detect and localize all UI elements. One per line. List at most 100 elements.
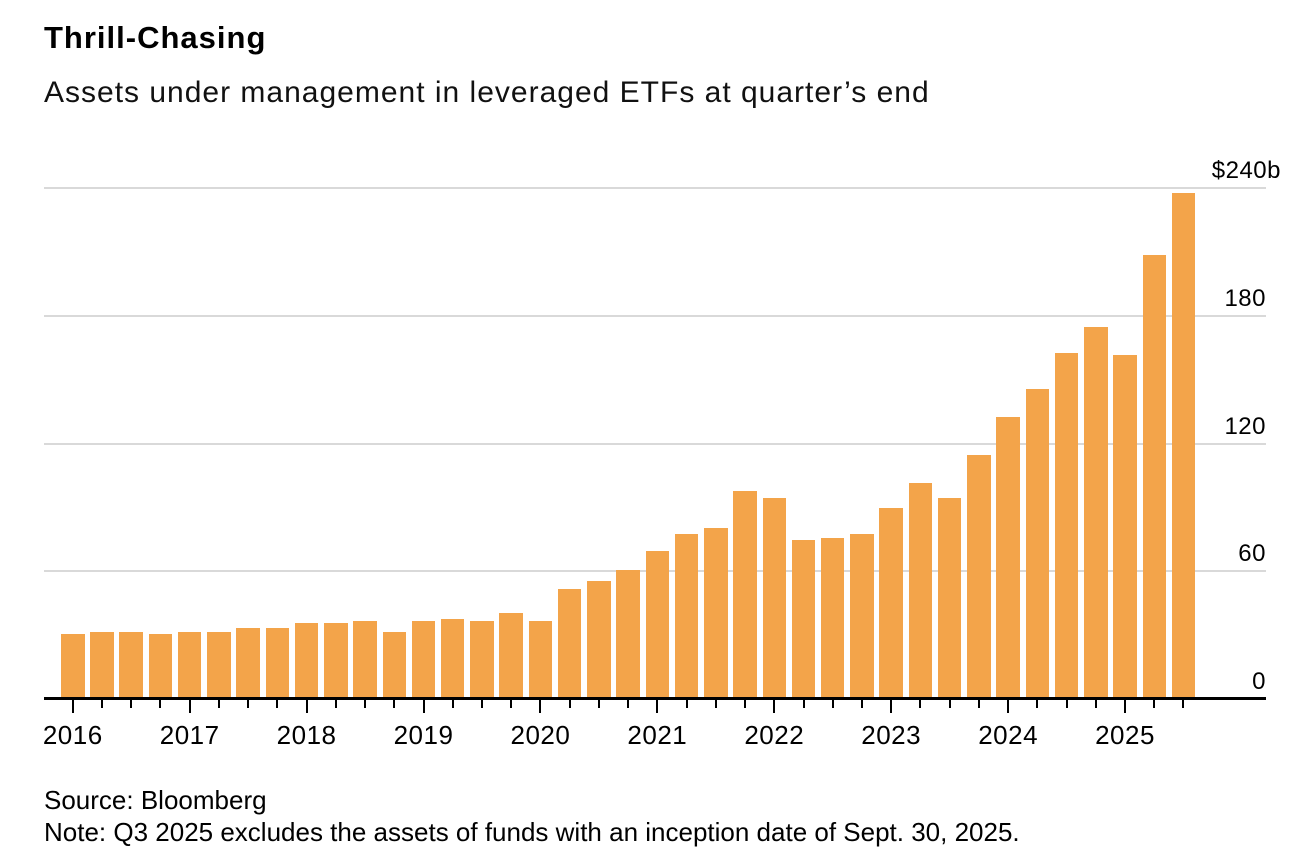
bar-q3-2019 — [470, 621, 494, 700]
bar-q2-2024 — [1025, 389, 1050, 700]
bar-q3-2016 — [119, 631, 143, 700]
bar-q1-2018 — [294, 623, 319, 700]
note-text: Note: Q3 2025 excludes the assets of fun… — [44, 817, 1020, 847]
y-axis-label-0: 0 — [1252, 668, 1266, 695]
x-tick-q4-2016 — [159, 700, 162, 708]
bar-q1-2021 — [645, 550, 670, 700]
x-tick-q3-2022 — [831, 700, 834, 708]
x-tick-q2-2016 — [100, 700, 103, 708]
bar-q1-2025 — [1113, 355, 1137, 700]
bar-q4-2021 — [733, 491, 757, 700]
bar-q3-2024 — [1054, 352, 1079, 700]
bar-q2-2025 — [1142, 255, 1166, 700]
x-tick-q2-2021 — [685, 700, 688, 708]
x-tick-q4-2023 — [977, 700, 980, 708]
x-tick-q4-2017 — [276, 700, 279, 708]
x-axis-label-2019: 2019 — [393, 720, 454, 750]
x-tick-q4-2019 — [510, 700, 513, 708]
bar-q4-2017 — [265, 627, 290, 700]
y-axis-label-120: 120 — [1224, 412, 1266, 440]
x-axis-label-2017: 2017 — [159, 720, 220, 750]
x-tick-q4-2024 — [1094, 700, 1097, 708]
x-tick-q3-2020 — [597, 700, 600, 708]
x-axis-label-2022: 2022 — [744, 720, 805, 750]
y-axis-label-240: $240b — [1211, 157, 1281, 184]
x-tick-q2-2019 — [451, 700, 454, 708]
bar-q3-2020 — [587, 580, 611, 700]
x-axis-line — [44, 697, 1266, 700]
chart-subtitle: Assets under management in leveraged ETF… — [44, 76, 930, 109]
x-tick-q2-2022 — [802, 700, 805, 708]
bar-q3-2017 — [236, 627, 260, 700]
x-axis-label-2023: 2023 — [861, 720, 922, 750]
x-tick-q3-2017 — [247, 700, 250, 708]
y-axis-label-180: 180 — [1224, 284, 1266, 312]
bar-q3-2023 — [937, 497, 962, 700]
bar-q3-2018 — [353, 621, 377, 700]
bar-q1-2019 — [411, 621, 436, 700]
x-axis-label-2021: 2021 — [627, 720, 688, 750]
x-axis-label-2024: 2024 — [978, 720, 1039, 750]
x-tick-q4-2021 — [744, 700, 747, 708]
x-tick-q2-2023 — [919, 700, 922, 708]
source-text: Source: Bloomberg — [44, 785, 267, 815]
x-axis-label-2020: 2020 — [510, 720, 571, 750]
x-axis-label-2018: 2018 — [276, 720, 337, 750]
bar-q2-2017 — [207, 631, 231, 700]
bar-q1-2016 — [61, 633, 85, 700]
x-tick-q1-2021 — [656, 700, 659, 713]
x-axis-label-2016: 2016 — [42, 720, 103, 750]
x-tick-q1-2022 — [773, 700, 776, 713]
x-tick-q2-2020 — [568, 700, 571, 708]
gridline-240 — [44, 187, 1266, 189]
x-tick-q3-2024 — [1065, 700, 1068, 708]
bar-q4-2020 — [616, 570, 640, 700]
x-axis-label-2025: 2025 — [1095, 720, 1155, 750]
x-tick-q1-2017 — [188, 700, 191, 713]
x-tick-q4-2018 — [393, 700, 396, 708]
x-tick-q3-2016 — [130, 700, 133, 708]
x-tick-q1-2016 — [71, 700, 74, 713]
x-tick-q2-2018 — [334, 700, 337, 708]
bar-q4-2024 — [1084, 327, 1108, 700]
x-tick-q1-2024 — [1007, 700, 1010, 713]
bar-q4-2019 — [499, 612, 523, 700]
x-tick-q2-2024 — [1036, 700, 1039, 708]
gridline-180 — [44, 314, 1266, 317]
y-axis-label-60: 60 — [1238, 540, 1266, 568]
x-tick-q3-2021 — [714, 700, 717, 708]
x-tick-q4-2022 — [860, 700, 863, 708]
bar-q1-2020 — [528, 621, 553, 700]
x-tick-q1-2020 — [539, 700, 542, 713]
bar-q2-2020 — [557, 589, 582, 700]
x-tick-q3-2023 — [948, 700, 951, 708]
bar-q1-2024 — [996, 416, 1020, 700]
x-tick-q2-2017 — [217, 700, 220, 708]
bar-q1-2022 — [762, 497, 787, 700]
bar-q4-2018 — [382, 631, 407, 700]
bar-q4-2022 — [850, 533, 874, 700]
bar-q4-2023 — [967, 455, 991, 700]
bar-q3-2025 — [1171, 193, 1196, 700]
bar-q2-2022 — [791, 540, 816, 700]
x-tick-q3-2019 — [480, 700, 483, 708]
x-tick-q1-2019 — [422, 700, 425, 713]
x-tick-q1-2023 — [890, 700, 893, 713]
x-tick-q1-2025 — [1124, 700, 1127, 713]
bar-q1-2023 — [879, 508, 903, 700]
x-tick-q3-2018 — [364, 700, 367, 708]
bar-q3-2021 — [704, 527, 728, 700]
x-tick-q2-2025 — [1153, 700, 1156, 708]
bar-q2-2018 — [324, 623, 348, 700]
gridline-120 — [44, 442, 1266, 445]
x-tick-q1-2018 — [305, 700, 308, 713]
bar-q2-2021 — [674, 533, 699, 700]
x-tick-q3-2025 — [1182, 700, 1185, 708]
bar-q3-2022 — [820, 538, 845, 700]
chart-title: Thrill-Chasing — [44, 20, 267, 55]
bar-q2-2019 — [440, 619, 465, 700]
bar-q4-2016 — [148, 633, 173, 700]
bar-q2-2023 — [908, 482, 933, 700]
